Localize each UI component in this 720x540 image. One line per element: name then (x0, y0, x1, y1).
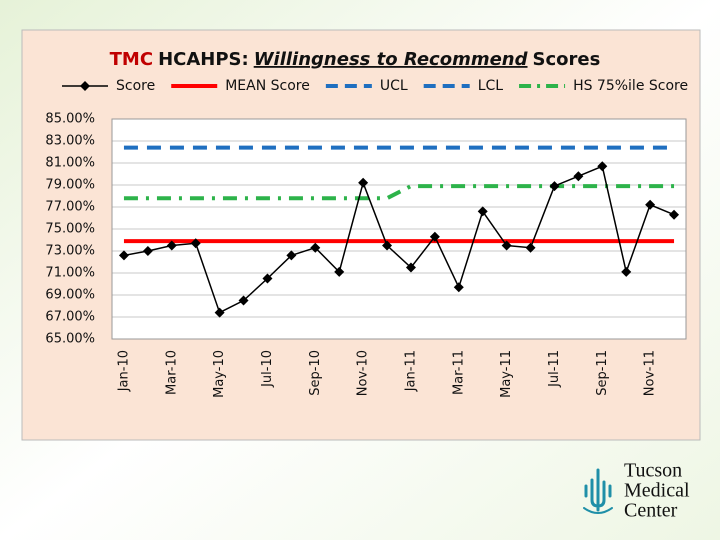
legend-label: Score (116, 78, 155, 94)
title-part: TMC (110, 49, 153, 70)
point-marker (190, 238, 201, 249)
y-tick-label: 77.00% (45, 200, 95, 215)
point-marker (525, 242, 536, 253)
logo-text: Center (624, 500, 678, 522)
point-marker (382, 240, 393, 251)
title-part: HCAHPS: (158, 49, 249, 70)
point-marker (573, 171, 584, 182)
plot-border (111, 118, 687, 340)
x-tick-label: May-11 (499, 350, 514, 398)
point-marker (358, 177, 369, 188)
title-part: Scores (533, 49, 601, 70)
series-line (123, 184, 675, 201)
point-marker (310, 242, 321, 253)
x-tick-label: Jul-11 (547, 350, 562, 388)
point-marker (621, 266, 632, 277)
legend-label: UCL (380, 78, 408, 94)
logo-text: Medical (624, 480, 690, 502)
point-marker (405, 262, 416, 273)
point-marker (645, 199, 656, 210)
x-tick-label: Sep-10 (308, 350, 323, 396)
point-marker (453, 282, 464, 293)
y-tick-label: 73.00% (45, 244, 95, 259)
x-tick-label: Jan-10 (116, 350, 131, 392)
point-marker (477, 206, 488, 217)
logo: Tucson Medical Center (583, 460, 690, 522)
x-tick-label: Jul-10 (260, 350, 275, 388)
point-marker (501, 240, 512, 251)
point-marker (166, 240, 177, 251)
title-part: Willingness to Recommend (254, 49, 529, 70)
series-line (123, 165, 675, 314)
y-tick-label: 71.00% (45, 266, 95, 281)
point-marker (118, 250, 129, 261)
y-tick-label: 79.00% (45, 178, 95, 193)
point-marker (286, 250, 297, 261)
y-tick-label: 85.00% (45, 112, 95, 127)
x-tick-label: Nov-10 (356, 350, 371, 396)
legend-label: MEAN Score (225, 78, 310, 94)
point-marker (429, 231, 440, 242)
point-marker (262, 273, 273, 284)
legend-label: HS 75%ile Score (573, 78, 688, 94)
point-marker (597, 161, 608, 172)
point-marker (549, 181, 560, 192)
y-tick-label: 75.00% (45, 222, 95, 237)
y-tick-label: 65.00% (45, 332, 95, 347)
y-tick-label: 67.00% (45, 310, 95, 325)
point-marker (334, 266, 345, 277)
legend-marker (80, 81, 90, 91)
y-tick-label: 83.00% (45, 134, 95, 149)
point-marker (669, 209, 680, 220)
point-marker (238, 295, 249, 306)
point-marker (214, 307, 225, 318)
logo-text: Tucson (624, 460, 682, 482)
x-tick-label: Nov-11 (643, 350, 658, 396)
point-marker (142, 246, 153, 256)
y-tick-label: 81.00% (45, 156, 95, 171)
x-tick-label: Mar-10 (164, 350, 179, 395)
x-tick-label: May-10 (212, 350, 227, 398)
x-tick-label: Mar-11 (451, 350, 466, 395)
x-tick-label: Jan-11 (403, 350, 418, 392)
x-tick-label: Sep-11 (595, 350, 610, 396)
chart-title: TMC HCAHPS: Willingness to Recommend Scores (110, 49, 601, 70)
y-tick-label: 69.00% (45, 288, 95, 303)
legend-label: LCL (478, 78, 504, 94)
